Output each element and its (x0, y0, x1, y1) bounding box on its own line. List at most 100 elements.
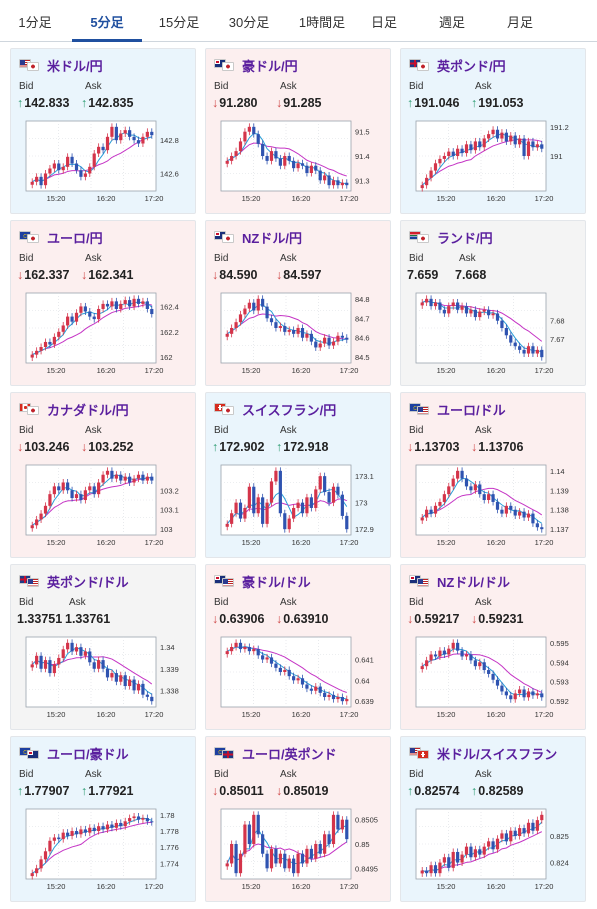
candlestick-chart[interactable]: 1.34 1.339 1.338 15:20 16:20 17:20 (16, 633, 190, 721)
x-tick-label: 15:20 (47, 710, 66, 719)
tab-4[interactable]: 1時間足 (298, 15, 346, 30)
pair-name[interactable]: ユーロ/英ポンド (242, 746, 337, 762)
rate-card[interactable]: 豪ドル/円 Bid Ask ↓91.280 ↓91.285 91.5 91.4 91.3 15:… (205, 48, 391, 214)
candle-body (30, 181, 34, 185)
timeframe-tabs: 1分足 5分足 15分足 30分足 1時間足 日足 週足 月足 (0, 0, 597, 42)
rate-card[interactable]: ユーロ/円 Bid Ask ↓162.337 ↓162.341 162.4 162.2 162… (10, 220, 196, 386)
rate-card[interactable]: カナダドル/円 Bid Ask ↓103.246 ↓103.252 103.2 103.1 1… (10, 392, 196, 558)
candlestick-chart[interactable]: 0.825 0.824 15:20 16:20 17:20 (406, 805, 580, 893)
candle-body (61, 649, 65, 658)
candlestick-chart[interactable]: 91.5 91.4 91.3 15:20 16:20 17:20 (211, 117, 385, 205)
pair-name[interactable]: 米ドル/円 (47, 58, 103, 74)
candlestick-chart[interactable]: 0.8505 0.85 0.8495 15:20 16:20 17:20 (211, 805, 385, 893)
rate-card[interactable]: ユーロ/英ポンド Bid Ask ↓0.85011 ↓0.85019 0.8505 0.85… (205, 736, 391, 902)
candlestick-chart[interactable]: 1.78 1.778 1.776 1.774 15:20 16:20 17:20 (16, 805, 190, 893)
rate-card[interactable]: ユーロ/豪ドル Bid Ask ↑1.77907 ↑1.77921 1.78 1.778 1.… (10, 736, 196, 902)
candle-body (252, 126, 256, 135)
candle-body (274, 663, 278, 668)
x-tick-label: 15:20 (242, 194, 261, 203)
rate-card[interactable]: 米ドル/円 Bid Ask ↑142.833 ↑142.835 142.8 142.6 15:… (10, 48, 196, 214)
candlestick-chart[interactable]: 162.4 162.2 162 15:20 16:20 17:20 (16, 289, 190, 377)
ask-value: 7.668 (455, 268, 487, 282)
candle-body (57, 163, 61, 171)
candlestick-chart[interactable]: 191.2 191 15:20 16:20 17:20 (406, 117, 580, 205)
candle-body (256, 814, 260, 835)
y-tick-label: 142.8 (160, 136, 179, 145)
y-tick-label: 1.338 (160, 686, 179, 695)
candle-body (88, 311, 92, 317)
pair-name[interactable]: スイスフラン/円 (242, 402, 337, 418)
y-tick-label: 0.595 (550, 639, 569, 648)
pair-name[interactable]: NZドル/円 (242, 230, 302, 246)
x-tick-label: 15:20 (47, 882, 66, 891)
down-arrow-icon: ↓ (276, 784, 283, 798)
bid-value: 103.246 (24, 440, 70, 454)
pair-name[interactable]: ユーロ/円 (47, 230, 103, 246)
candle-body (252, 486, 256, 514)
pair-name[interactable]: 豪ドル/ドル (242, 574, 311, 590)
candlestick-chart[interactable]: 1.14 1.139 1.138 1.137 15:20 16:20 17:20 (406, 461, 580, 549)
rate-card[interactable]: ユーロ/ドル Bid Ask ↓1.13703 ↓1.13706 1.14 1.139 1.1… (400, 392, 586, 558)
rate-card[interactable]: 豪ドル/ドル Bid Ask ↓0.63906 ↓0.63910 0.641 0.64 0.6… (205, 564, 391, 730)
candlestick-chart[interactable]: 84.8 84.7 84.6 84.5 15:20 16:20 17:20 (211, 289, 385, 377)
rate-card[interactable]: 米ドル/スイスフラン Bid Ask ↑0.82574 ↑0.82589 0.825 0.8… (400, 736, 586, 902)
tab-2[interactable]: 15分足 (158, 15, 200, 30)
candlestick-chart[interactable]: 142.8 142.6 15:20 16:20 17:20 (16, 117, 190, 205)
down-arrow-icon: ↓ (17, 268, 24, 282)
currency-flags-icon (19, 403, 41, 415)
rate-card[interactable]: 英ポンド/円 Bid Ask ↑191.046 ↑191.053 191.2 191 15:2… (400, 48, 586, 214)
candle-body (500, 509, 504, 514)
candlestick-chart[interactable]: 0.595 0.594 0.593 0.592 15:20 16:20 17:20 (406, 633, 580, 721)
candle-body (491, 673, 495, 680)
candle-body (336, 697, 340, 700)
pair-name[interactable]: NZドル/ドル (437, 574, 510, 590)
candle-body (92, 316, 96, 320)
candlestick-chart[interactable]: 7.68 7.67 15:20 16:20 17:20 (406, 289, 580, 377)
pair-name[interactable]: ユーロ/豪ドル (47, 746, 129, 762)
tab-0[interactable]: 1分足 (18, 15, 52, 30)
pair-name[interactable]: 米ドル/スイスフラン (437, 746, 558, 762)
candle-body (509, 135, 513, 142)
rate-card[interactable]: スイスフラン/円 Bid Ask ↑172.902 ↑172.918 173.1 173 17… (205, 392, 391, 558)
candle-body (522, 828, 526, 834)
candle-body (136, 683, 141, 691)
pair-name[interactable]: 英ポンド/円 (437, 58, 506, 74)
rate-card[interactable]: NZドル/円 Bid Ask ↓84.590 ↓84.597 84.8 84.7 84.6 84… (205, 220, 391, 386)
pair-name[interactable]: 英ポンド/ドル (47, 574, 129, 590)
rate-card[interactable]: 英ポンド/ドル Bid Ask 1.33751 1.33761 1.34 1.339 1.33… (10, 564, 196, 730)
rate-card[interactable]: ランド/円 Bid Ask 7.659 7.668 7.68 7.67 15:20 16:20 1… (400, 220, 586, 386)
candlestick-chart[interactable]: 103.2 103.1 103 15:20 16:20 17:20 (16, 461, 190, 549)
candle-body (132, 816, 136, 819)
candle-body (464, 144, 469, 154)
candlestick-chart[interactable]: 173.1 173 172.9 15:20 16:20 17:20 (211, 461, 385, 549)
tab-6[interactable]: 週足 (438, 15, 465, 30)
y-tick-label: 1.774 (160, 859, 179, 868)
plot-area (415, 120, 547, 192)
pair-name[interactable]: ランド/円 (437, 230, 493, 246)
x-tick-label: 15:20 (437, 882, 456, 891)
rate-card[interactable]: NZドル/ドル Bid Ask ↓0.59217 ↓0.59231 0.595 0.594 0… (400, 564, 586, 730)
candle-body (150, 131, 154, 136)
candle-body (469, 309, 473, 314)
candle-body (518, 138, 522, 145)
tab-3[interactable]: 30分足 (228, 15, 270, 30)
tab-7[interactable]: 月足 (506, 15, 533, 30)
tab-1[interactable]: 5分足 (72, 0, 142, 42)
candle-body (247, 486, 251, 508)
candle-body (261, 143, 265, 156)
candle-body (287, 156, 291, 161)
pair-name[interactable]: カナダドル/円 (47, 402, 129, 418)
pair-name[interactable]: 豪ドル/円 (242, 58, 298, 74)
candle-body (292, 676, 296, 681)
bid-value: 172.902 (219, 440, 265, 454)
y-tick-label: 1.139 (550, 486, 569, 495)
moving-average-short (421, 648, 542, 696)
candle-body (43, 660, 48, 669)
tab-5[interactable]: 日足 (370, 15, 397, 30)
candlestick-chart-svg: 84.8 84.7 84.6 84.5 15:20 16:20 17:20 (220, 292, 370, 375)
moving-average-short (421, 478, 543, 524)
candle-body (473, 141, 477, 151)
pair-name[interactable]: ユーロ/ドル (437, 402, 506, 418)
moving-average-short (31, 474, 152, 526)
candlestick-chart[interactable]: 0.641 0.64 0.639 15:20 16:20 17:20 (211, 633, 385, 721)
